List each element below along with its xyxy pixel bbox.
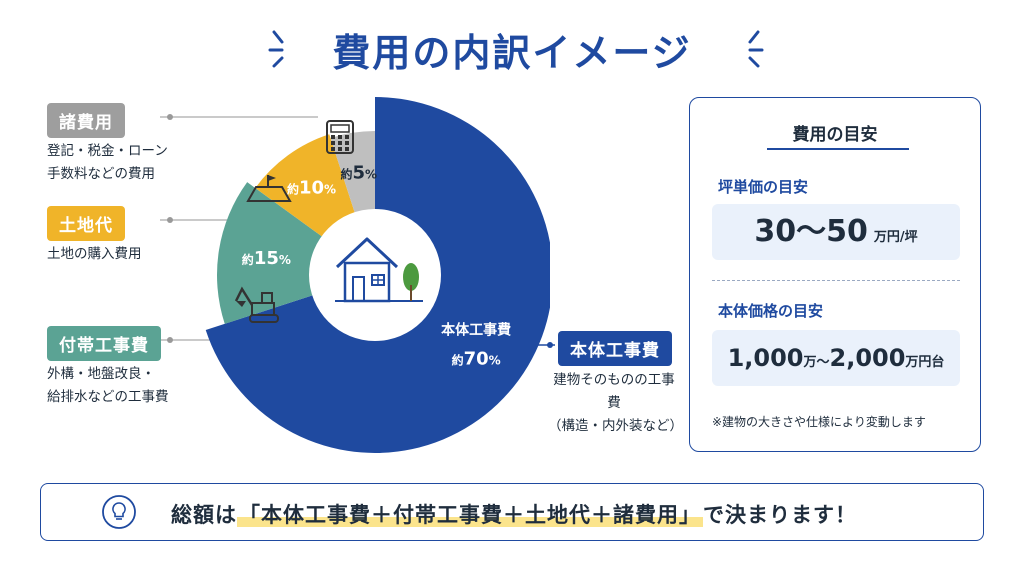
desc-line: 土地の購入費用 <box>47 246 142 262</box>
land-icon <box>246 175 292 202</box>
pie-slice-label: 約10% <box>287 178 336 199</box>
legend-pill-futai: 付帯工事費 <box>47 326 161 361</box>
tsubo-label: 坪単価の目安 <box>718 178 809 196</box>
hontai-price-label: 本体価格の目安 <box>718 302 824 320</box>
desc-line: 外構・地盤改良・ <box>47 366 155 382</box>
tsubo-unit: 万円/坪 <box>873 230 918 245</box>
desc-line: 建物そのものの工事費 <box>553 372 675 411</box>
calculator-icon <box>326 120 354 154</box>
sparkle-right-icon <box>748 30 764 68</box>
summary-text: 総額は「本体工事費＋付帯工事費＋土地代＋諸費用」で決まります！ <box>171 499 857 529</box>
summary-banner: 総額は「本体工事費＋付帯工事費＋土地代＋諸費用」で決まります！ <box>40 483 984 541</box>
hontai-value-a: 1,000 <box>727 344 804 372</box>
pie-slice-label: 約15% <box>242 248 291 269</box>
estimate-panel: 費用の目安 坪単価の目安 30～50 万円/坪 本体価格の目安 1,000 万～… <box>689 97 981 452</box>
desc-line: 給排水などの工事費 <box>47 389 169 405</box>
legend-pill-hontai: 本体工事費 <box>558 331 672 366</box>
summary-prefix: 総額は <box>171 503 237 527</box>
sparkle-left-icon <box>268 30 284 68</box>
desc-line: （構造・内外装など） <box>548 418 683 434</box>
house-icon <box>335 237 423 303</box>
legend-desc-tochi: 土地の購入費用 <box>47 243 142 266</box>
panel-title: 費用の目安 <box>792 125 878 145</box>
desc-line: 登記・税金・ローン <box>47 143 168 159</box>
excavator-icon <box>234 286 279 323</box>
desc-line: 手数料などの費用 <box>47 166 155 182</box>
pie-slice-label: 約5% <box>340 162 377 183</box>
lightbulb-icon <box>102 495 136 529</box>
pie-slice-name: 本体工事費 <box>441 321 511 338</box>
legend-desc-shohiyo: 登記・税金・ローン 手数料などの費用 <box>47 140 168 186</box>
pie-slice-label: 約70% <box>452 348 501 369</box>
summary-highlight: 「本体工事費＋付帯工事費＋土地代＋諸費用」 <box>237 503 703 527</box>
pie-slice <box>217 182 375 324</box>
panel-title-underline <box>767 148 909 150</box>
legend-pill-shohiyo: 諸費用 <box>47 103 125 138</box>
legend-desc-hontai: 建物そのものの工事費 （構造・内外装など） <box>548 369 683 438</box>
legend-desc-futai: 外構・地盤改良・ 給排水などの工事費 <box>47 363 169 409</box>
hontai-unit-a: 万～ <box>803 355 830 370</box>
summary-suffix: で決まります！ <box>703 503 857 527</box>
tsubo-value: 30～50 <box>754 214 868 249</box>
hontai-unit-b: 万円台 <box>905 355 945 370</box>
tsubo-value-box: 30～50 万円/坪 <box>712 204 960 260</box>
hontai-value-box: 1,000 万～ 2,000 万円台 <box>712 330 960 386</box>
panel-note: ※建物の大きさや仕様により変動します <box>712 415 926 429</box>
divider <box>712 280 960 281</box>
page-title: 費用の内訳イメージ <box>332 31 692 75</box>
legend-pill-tochi: 土地代 <box>47 206 125 241</box>
hontai-value-b: 2,000 <box>829 344 906 372</box>
